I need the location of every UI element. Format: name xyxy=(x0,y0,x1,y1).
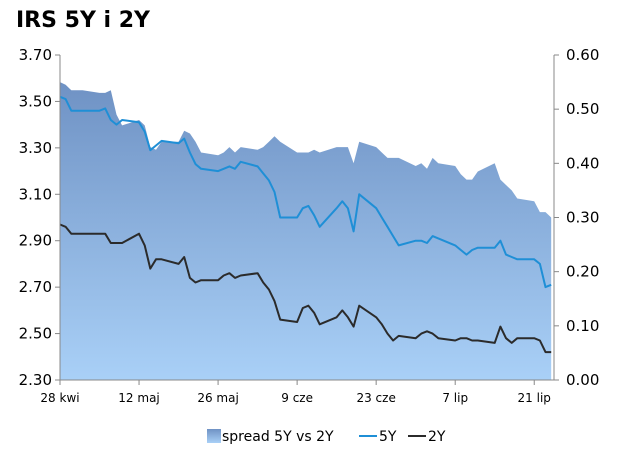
legend-label-spread: spread 5Y vs 2Y xyxy=(222,429,334,445)
x-tick-label: 26 maj xyxy=(197,391,238,405)
x-tick-label: 28 kwi xyxy=(40,391,79,405)
y-right-tick-label: 0.00 xyxy=(566,371,599,389)
y-left-tick-label: 3.50 xyxy=(19,92,52,110)
y-right-tick-label: 0.20 xyxy=(566,263,599,281)
y-right-tick-label: 0.30 xyxy=(566,209,599,227)
axes: 2.30 2.50 2.70 2.90 3.10 3.30 3.50 3.70 0.00 0.10… xyxy=(19,46,600,405)
x-tick-label: 21 lip xyxy=(518,391,551,405)
y-right-tick-label: 0.40 xyxy=(566,154,599,172)
y-left-tick-label: 2.30 xyxy=(19,371,52,389)
legend-swatch-spread xyxy=(207,429,221,443)
x-tick-label: 12 maj xyxy=(118,391,159,405)
y-left-tick-label: 2.90 xyxy=(19,232,52,250)
y-left-tick-label: 3.30 xyxy=(19,139,52,157)
chart-title: IRS 5Y i 2Y xyxy=(16,8,150,33)
y-left-tick-label: 3.70 xyxy=(19,46,52,64)
plot-area xyxy=(59,82,552,380)
x-tick-label: 9 cze xyxy=(281,391,313,405)
y-right-tick-label: 0.10 xyxy=(566,317,599,335)
y-left-tick-label: 2.70 xyxy=(19,278,52,296)
y-right-tick-label: 0.50 xyxy=(566,100,599,118)
series-line-5y xyxy=(59,95,552,289)
legend-label-2y: 2Y xyxy=(428,429,446,445)
y-left-tick-label: 2.50 xyxy=(19,325,52,343)
legend-label-5y: 5Y xyxy=(379,429,397,445)
y-left-tick-label: 3.10 xyxy=(19,185,52,203)
legend: spread 5Y vs 2Y 5Y 2Y xyxy=(207,429,446,445)
series-line-2y xyxy=(59,223,552,354)
series-area-spread xyxy=(60,82,552,380)
y-right-tick-label: 0.60 xyxy=(566,46,599,64)
x-tick-label: 7 lip xyxy=(442,391,468,405)
x-tick-label: 23 cze xyxy=(356,391,395,405)
